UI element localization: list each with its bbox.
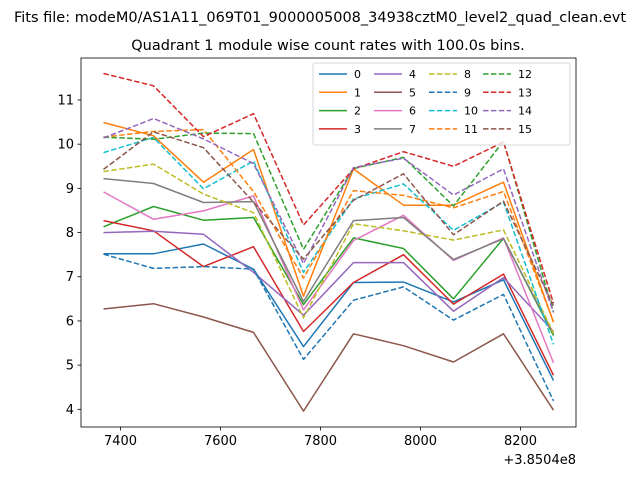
series-line-6 [103, 191, 555, 364]
y-tick-label: 7 [66, 270, 74, 285]
series-line-0 [103, 243, 555, 381]
legend-label-3: 3 [354, 123, 361, 136]
series-line-14 [103, 117, 555, 313]
legend-label-14: 14 [518, 105, 532, 118]
series-line-3 [103, 219, 555, 376]
legend-label-13: 13 [518, 86, 532, 99]
axes-frame [80, 57, 577, 428]
x-tick-label: 7400 [104, 434, 137, 449]
y-tick-label: 5 [66, 359, 74, 374]
legend-label-6: 6 [409, 105, 416, 118]
legend-label-0: 0 [354, 68, 361, 81]
legend-label-12: 12 [518, 68, 532, 81]
y-tick-label: 6 [66, 314, 74, 329]
series-line-9 [103, 253, 555, 402]
y-tick-label: 4 [66, 403, 74, 418]
x-tick-label: 8200 [504, 434, 537, 449]
series-line-5 [103, 302, 555, 412]
legend-label-10: 10 [464, 105, 478, 118]
plot-area [103, 72, 555, 412]
series-line-1 [103, 121, 555, 323]
series-line-10 [103, 136, 555, 345]
series-line-8 [103, 163, 555, 334]
figure-suptitle: Fits file: modeM0/AS1A11_069T01_90000050… [14, 10, 626, 26]
y-tick-label: 8 [66, 226, 74, 241]
series-line-13 [103, 72, 555, 304]
legend-label-4: 4 [409, 68, 416, 81]
series-line-7 [103, 177, 555, 335]
series-line-4 [103, 230, 555, 333]
series-line-2 [103, 205, 555, 336]
legend-label-1: 1 [354, 86, 361, 99]
x-tick-label: 8000 [404, 434, 437, 449]
series-line-15 [103, 131, 555, 307]
legend-label-8: 8 [464, 68, 471, 81]
y-tick-label: 11 [57, 93, 74, 108]
series-line-12 [103, 132, 555, 313]
x-axis-offset-label: +3.8504e8 [503, 453, 576, 468]
legend-label-7: 7 [409, 123, 416, 136]
y-tick-label: 10 [57, 138, 74, 153]
legend-frame [312, 62, 571, 146]
y-tick-label: 9 [66, 182, 74, 197]
series-line-11 [103, 128, 555, 323]
legend-label-11: 11 [464, 123, 478, 136]
legend-label-15: 15 [518, 123, 532, 136]
legend-label-2: 2 [354, 105, 361, 118]
x-tick-label: 7600 [204, 434, 237, 449]
x-tick-label: 7800 [304, 434, 337, 449]
legend-label-9: 9 [464, 86, 471, 99]
legend-label-5: 5 [409, 86, 416, 99]
chart-title: Quadrant 1 module wise count rates with … [131, 38, 525, 54]
